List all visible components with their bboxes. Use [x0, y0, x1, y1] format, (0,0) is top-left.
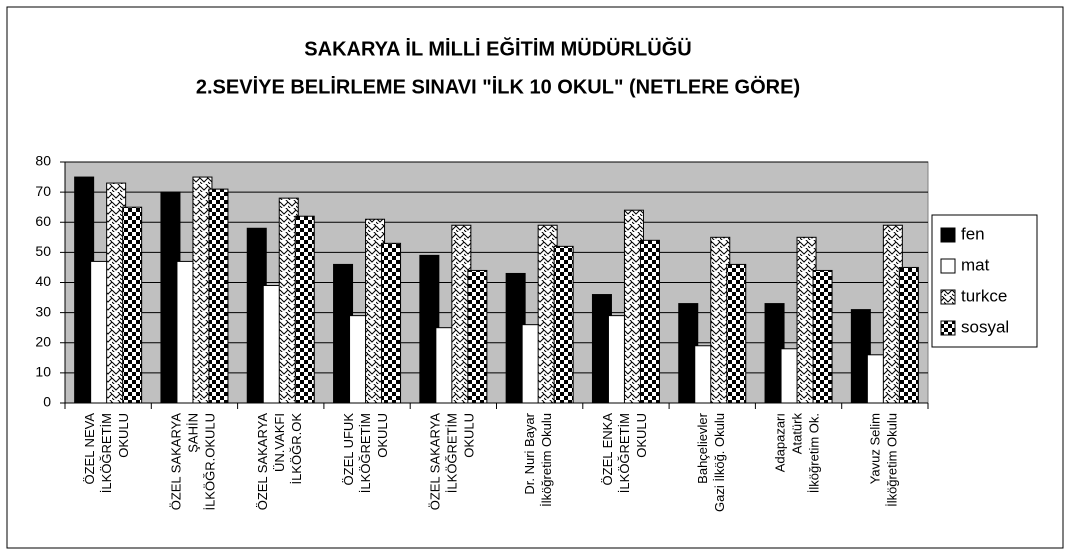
bar [898, 266, 919, 404]
x-tick-label: Bahçelievler Gazi İlköğ. Okulu [695, 412, 727, 512]
legend-swatch [940, 227, 956, 243]
bar [553, 245, 574, 404]
y-tick-label: 50 [35, 243, 51, 259]
x-tick-line: İlköğretim Okulu [885, 413, 900, 507]
legend-swatch [940, 258, 956, 274]
x-tick-line: ÜN.VAKFI [272, 413, 287, 472]
x-tick-line: ÖZEL ENKA [600, 413, 615, 486]
x-tick-label: ÖZEL SAKARYA ÜN.VAKFI İLKÖĞR.OK [255, 413, 304, 511]
x-tick-label: ÖZEL ENKA İLKÖĞRETİM OKULU [600, 413, 649, 494]
legend-label: fen [961, 224, 985, 243]
x-tick-line: ÖZEL SAKARYA [255, 413, 270, 511]
bar [812, 269, 833, 404]
bar [122, 206, 143, 404]
chart-title: SAKARYA İL MİLLİ EĞİTİM MÜDÜRLÜĞÜ [304, 36, 691, 60]
bar [726, 263, 747, 404]
y-tick-label: 30 [35, 303, 51, 319]
x-tick-label: Dr. Nuri Bayar İlköğretim Okulu [523, 412, 555, 507]
x-tick-line: OKULU [634, 413, 649, 458]
x-tick-line: İlköğretim Ok. [807, 413, 822, 493]
legend-label: sosyal [961, 317, 1009, 336]
bar [467, 269, 488, 404]
x-tick-line: İLKÖĞRETİM [358, 413, 373, 493]
x-tick-line: ÖZEL UFUK [341, 413, 356, 486]
x-tick-line: Gazi İlköğ. Okulu [712, 413, 727, 512]
y-tick-label: 70 [35, 183, 51, 199]
x-tick-line: ÖZEL NEVA [83, 413, 98, 485]
x-tick-label: ÖZEL SAKARYA ŞAHİN İLKÖĞR.OKULU [169, 413, 218, 511]
x-tick-line: Adapazarı [773, 413, 788, 472]
y-tick-label: 40 [35, 273, 51, 289]
x-tick-line: İLKÖĞRETİM [445, 413, 460, 493]
x-tick-label: ÖZEL NEVA İLKÖĞRETİM OKULU [83, 413, 132, 494]
legend-label: mat [961, 255, 990, 274]
x-tick-line: OKULU [117, 413, 132, 458]
x-tick-line: ÖZEL SAKARYA [428, 413, 443, 511]
x-tick-label: Adapazarı Atatürk İlköğretim Ok. [773, 413, 822, 494]
x-tick-line: İLKÖĞR.OK [289, 413, 304, 485]
bar [208, 188, 229, 404]
x-tick-label: Yavuz Selim İlköğretim Okulu [868, 413, 900, 507]
x-tick-line: İLKÖĞR.OKULU [203, 413, 218, 511]
bar [639, 239, 660, 404]
bar [381, 242, 402, 404]
x-tick-line: Atatürk [790, 413, 805, 455]
legend-swatch [940, 320, 956, 336]
x-tick-line: OKULU [462, 413, 477, 458]
y-tick-label: 0 [43, 394, 51, 410]
x-tick-line: Bahçelievler [695, 412, 710, 483]
x-tick-line: Dr. Nuri Bayar [523, 412, 538, 494]
x-tick-line: İLKÖĞRETİM [100, 413, 115, 493]
x-tick-line: İLKÖĞRETİM [617, 413, 632, 493]
x-tick-label: ÖZEL UFUK İLKÖĞRETİM OKULU [341, 413, 390, 494]
legend-swatch [940, 289, 956, 305]
y-tick-label: 20 [35, 333, 51, 349]
y-tick-label: 10 [35, 364, 51, 380]
x-tick-line: Yavuz Selim [868, 413, 883, 484]
bar [294, 215, 315, 404]
x-tick-label: ÖZEL SAKARYA İLKÖĞRETİM OKULU [428, 413, 477, 511]
y-tick-label: 80 [35, 153, 51, 169]
legend-label: turkce [961, 286, 1007, 305]
x-tick-line: ŞAHİN [186, 413, 201, 453]
chart-title: 2.SEVİYE BELİRLEME SINAVI "İLK 10 OKUL" … [196, 75, 800, 98]
x-tick-line: ÖZEL SAKARYA [169, 413, 184, 511]
x-tick-line: OKULU [375, 413, 390, 458]
x-tick-line: İlköğretim Okulu [540, 413, 555, 507]
y-tick-label: 60 [35, 213, 51, 229]
